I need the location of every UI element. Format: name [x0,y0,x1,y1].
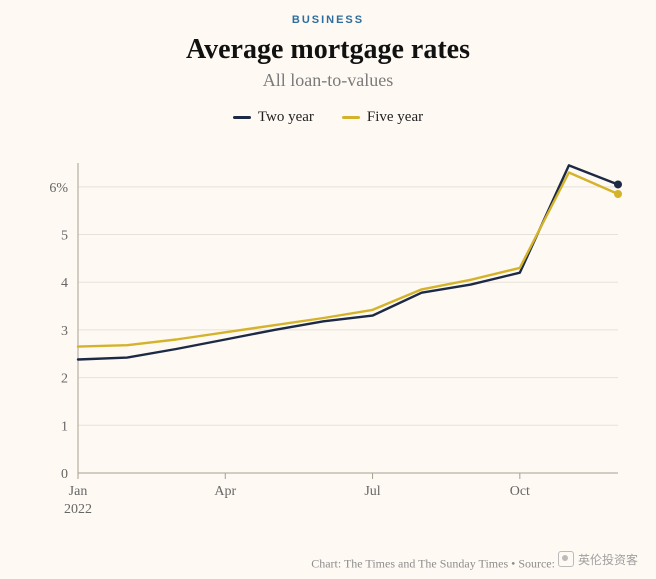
legend-swatch [342,116,360,119]
svg-text:6%: 6% [49,181,68,196]
legend-label: Two year [258,109,314,126]
svg-text:3: 3 [61,324,68,339]
svg-text:0: 0 [61,467,68,482]
kicker: BUSINESS [0,0,656,26]
svg-text:4: 4 [61,276,68,291]
svg-text:2022: 2022 [64,502,92,515]
svg-text:Jul: Jul [364,484,380,499]
chart-title: Average mortgage rates [0,34,656,66]
watermark-text: 英伦投资客 [578,551,638,568]
chart-card: BUSINESS Average mortgage rates All loan… [0,0,656,579]
chart-footer: Chart: The Times and The Sunday Times • … [311,551,638,572]
legend-label: Five year [367,109,423,126]
svg-text:Jan: Jan [69,484,88,499]
footer-credit: Chart: The Times and The Sunday Times • … [311,556,555,570]
legend-item-two-year: Two year [233,109,314,126]
watermark-icon [558,551,574,567]
line-chart: 0 1 2 3 4 5 6% Jan 2022 Apr Jul Oct [30,155,630,515]
svg-text:5: 5 [61,229,68,244]
svg-text:1: 1 [61,419,68,434]
svg-text:2: 2 [61,372,68,387]
chart-area: 0 1 2 3 4 5 6% Jan 2022 Apr Jul Oct [30,155,630,515]
legend-item-five-year: Five year [342,109,423,126]
chart-subtitle: All loan-to-values [0,70,656,91]
watermark: 英伦投资客 [558,551,638,568]
svg-text:Apr: Apr [214,484,236,499]
legend-swatch [233,116,251,119]
svg-text:Oct: Oct [510,484,530,499]
legend: Two year Five year [0,109,656,126]
